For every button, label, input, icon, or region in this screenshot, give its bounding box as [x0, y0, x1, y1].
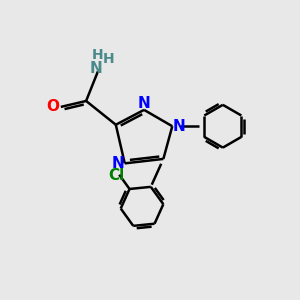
- Text: N: N: [90, 61, 103, 76]
- Text: H: H: [92, 48, 103, 62]
- Text: O: O: [46, 99, 59, 114]
- Text: Cl: Cl: [108, 168, 124, 183]
- Text: N: N: [138, 96, 150, 111]
- Text: N: N: [112, 156, 124, 171]
- Text: N: N: [172, 119, 185, 134]
- Text: H: H: [103, 52, 114, 66]
